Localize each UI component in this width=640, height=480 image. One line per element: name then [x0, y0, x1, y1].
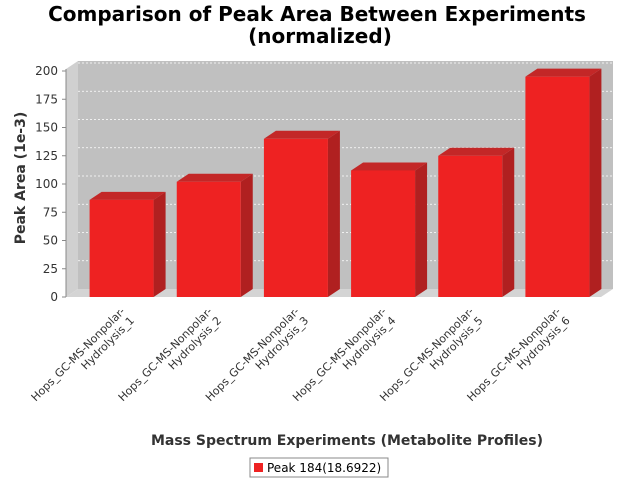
bar-top — [263, 130, 340, 139]
bar-front — [176, 181, 241, 297]
bar-side — [240, 173, 253, 297]
legend-swatch — [254, 463, 263, 472]
bar-front — [263, 138, 328, 297]
chart-title-line-1: Comparison of Peak Area Between Experime… — [48, 2, 586, 26]
plot-side-wall — [66, 61, 78, 297]
bar-front — [351, 170, 416, 297]
x-axis-tick-labels: Hops_GC-MS-Nonpolar-Hydrolysis_1Hops_GC-… — [29, 305, 573, 404]
y-tick-label: 25 — [43, 262, 58, 276]
y-tick-label: 150 — [35, 121, 58, 135]
legend: Peak 184(18.6922) — [249, 457, 389, 478]
chart-title-line-2: (normalized) — [248, 24, 392, 48]
bar — [176, 173, 253, 297]
bar-top — [351, 162, 428, 171]
y-tick-label: 175 — [35, 92, 58, 106]
bar — [89, 191, 166, 297]
bar-top — [525, 68, 602, 77]
bar-front — [438, 155, 503, 297]
x-axis-title: Mass Spectrum Experiments (Metabolite Pr… — [151, 433, 543, 449]
x-tick-label: Hops_GC-MS-Nonpolar- — [29, 305, 128, 404]
y-tick-label: 125 — [35, 149, 58, 163]
y-axis-title: Peak Area (1e-3) — [13, 112, 29, 245]
bar-top — [89, 191, 166, 200]
bar — [263, 130, 340, 297]
bar-front — [525, 76, 590, 298]
y-tick-label: 0 — [50, 290, 58, 304]
bar-front — [89, 199, 154, 297]
bar-side — [589, 68, 602, 298]
bar-top — [176, 173, 253, 182]
y-tick-label: 200 — [35, 64, 58, 78]
legend-label: Peak 184(18.6922) — [267, 461, 381, 475]
bar-side — [415, 162, 428, 297]
y-tick-label: 100 — [35, 177, 58, 191]
bar — [351, 162, 428, 297]
bar-side — [153, 191, 166, 297]
bar — [438, 147, 515, 297]
bar-side — [502, 147, 515, 297]
bars — [89, 68, 602, 298]
plot-background — [78, 61, 613, 289]
bar — [525, 68, 602, 298]
bar-top — [438, 147, 515, 156]
y-axis-ticks: 0 25 50 75 100 125 150 175 200 — [35, 64, 66, 304]
y-tick-label: 50 — [43, 234, 58, 248]
y-tick-label: 75 — [43, 205, 58, 219]
legend-box — [249, 457, 389, 478]
bar-side — [327, 130, 340, 297]
gridlines — [78, 62, 613, 262]
